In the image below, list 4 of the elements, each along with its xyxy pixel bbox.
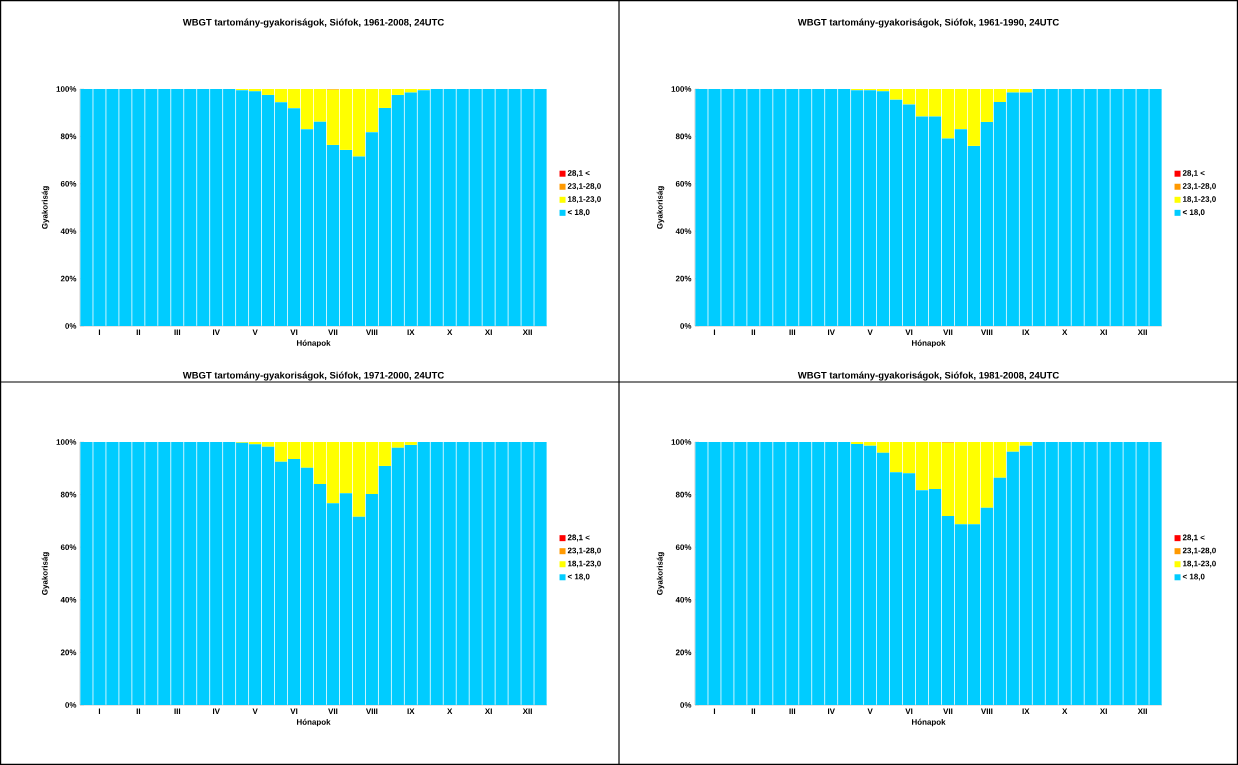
chart-title: WBGT tartomány-gyakoriságok, Siófok, 1971-2000, 24UTC — [182, 371, 444, 381]
chart-title: WBGT tartomány-gyakoriságok, Siófok, 1961-2008, 24UTC — [182, 18, 444, 28]
chart-title: WBGT tartomány-gyakoriságok, Siófok, 1961-1990, 24UTC — [797, 18, 1059, 28]
chart-title: WBGT tartomány-gyakoriságok, Siófok, 1981-2008, 24UTC — [797, 371, 1059, 381]
